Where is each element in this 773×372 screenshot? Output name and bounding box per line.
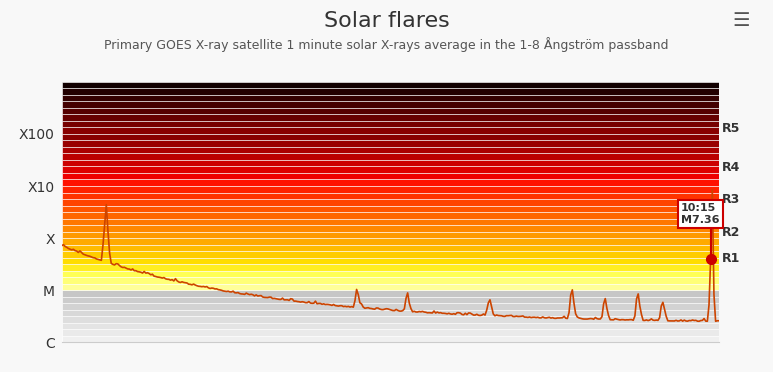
Bar [62, 238, 719, 245]
Bar [62, 179, 719, 186]
Bar [62, 316, 719, 323]
Bar [62, 323, 719, 329]
Bar [62, 147, 719, 153]
Bar [62, 114, 719, 121]
Text: R2: R2 [722, 227, 741, 239]
Bar [62, 336, 719, 342]
Bar [62, 121, 719, 127]
Text: 10:15
M7.36: 10:15 M7.36 [681, 203, 720, 225]
Text: Primary GOES X-ray satellite 1 minute solar X-rays average in the 1-8 Ångström p: Primary GOES X-ray satellite 1 minute so… [104, 37, 669, 52]
Bar [62, 186, 719, 193]
Bar [62, 264, 719, 271]
Bar [62, 303, 719, 310]
Bar [62, 212, 719, 219]
Bar [62, 101, 719, 108]
Bar [62, 205, 719, 212]
Bar [62, 134, 719, 140]
Bar [62, 95, 719, 101]
Bar [62, 141, 719, 147]
Bar [62, 290, 719, 297]
Bar [62, 310, 719, 316]
Text: R4: R4 [722, 161, 741, 174]
Bar [62, 245, 719, 251]
Bar [62, 199, 719, 205]
Text: ☰: ☰ [732, 11, 750, 30]
Bar [62, 173, 719, 179]
Bar [62, 153, 719, 160]
Text: R3: R3 [722, 193, 741, 205]
Bar [62, 193, 719, 199]
Bar [62, 127, 719, 134]
Bar [62, 231, 719, 238]
Bar [62, 219, 719, 225]
Bar [62, 251, 719, 257]
Bar [62, 277, 719, 283]
Bar [62, 283, 719, 290]
Bar [62, 257, 719, 264]
Text: R5: R5 [722, 122, 741, 135]
Bar [62, 108, 719, 114]
Bar [62, 89, 719, 95]
Bar [62, 271, 719, 277]
Text: R1: R1 [722, 253, 741, 265]
Bar [62, 297, 719, 303]
Bar [62, 329, 719, 336]
Text: Solar flares: Solar flares [324, 11, 449, 31]
Bar [62, 82, 719, 89]
Bar [62, 167, 719, 173]
Bar [62, 160, 719, 167]
Bar [62, 225, 719, 231]
